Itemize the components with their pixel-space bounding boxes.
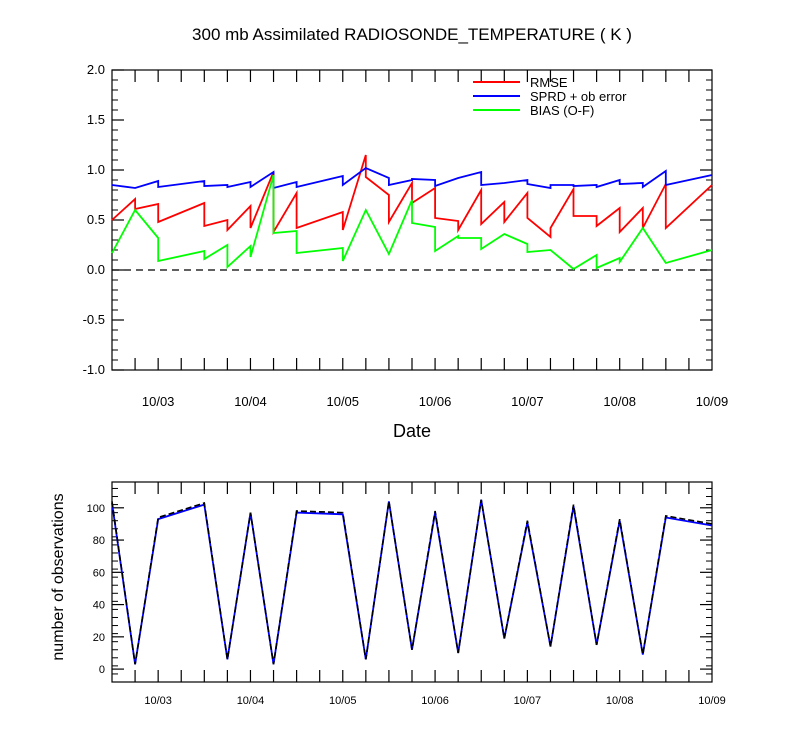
x-tick-label: 10/04 xyxy=(234,394,267,409)
y-tick-label: 1.5 xyxy=(87,112,105,127)
top-chart: 300 mb Assimilated RADIOSONDE_TEMPERATUR… xyxy=(83,25,729,441)
y-tick-label: 1.0 xyxy=(87,162,105,177)
y-tick-label: -1.0 xyxy=(83,362,105,377)
series-line xyxy=(111,174,713,271)
y-tick-label: 2.0 xyxy=(87,62,105,77)
top-plot-area: 10/03 10/04 10/05 10/06 10/07 10/08 10/09 -1.0 -… xyxy=(83,62,729,409)
plot-frame xyxy=(111,481,713,683)
series-line xyxy=(111,154,713,239)
y-tick-label: -0.5 xyxy=(83,312,105,327)
x-tick-label: 10/05 xyxy=(326,394,359,409)
y-tick-label: 0.0 xyxy=(87,262,105,277)
x-tick-label: 10/04 xyxy=(237,695,265,707)
legend-label: RMSE xyxy=(530,75,568,90)
x-tick-label: 10/05 xyxy=(329,695,357,707)
legend-label: SPRD + ob error xyxy=(530,89,627,104)
x-axis-label: Date xyxy=(393,421,431,441)
y-tick-label: 100 xyxy=(87,503,105,515)
legend-label: BIAS (O-F) xyxy=(530,103,594,118)
bottom-chart: number of observations 10/03 10/04 10/05 10… xyxy=(50,481,726,707)
x-tick-label: 10/08 xyxy=(606,695,634,707)
x-tick-label: 10/09 xyxy=(698,695,726,707)
bottom-plot-area: 10/03 10/04 10/05 10/06 10/07 10/08 10/09 0 20 40… xyxy=(87,481,726,707)
y-tick-label: 0 xyxy=(99,664,105,676)
y-tick-label: 40 xyxy=(93,600,105,612)
y-tick-label: 20 xyxy=(93,632,105,644)
x-tick-label: 10/06 xyxy=(421,695,449,707)
y-tick-label: 0.5 xyxy=(87,212,105,227)
chart-title: 300 mb Assimilated RADIOSONDE_TEMPERATUR… xyxy=(192,25,632,44)
x-tick-label: 10/07 xyxy=(514,695,542,707)
y-tick-label: 60 xyxy=(93,567,105,579)
series-line xyxy=(111,499,713,665)
x-tick-label: 10/06 xyxy=(419,394,452,409)
y-tick-label: 80 xyxy=(93,535,105,547)
series-line xyxy=(111,166,713,190)
y-axis-label: number of observations xyxy=(50,493,67,660)
x-tick-label: 10/03 xyxy=(144,695,172,707)
x-tick-label: 10/03 xyxy=(142,394,175,409)
x-tick-label: 10/08 xyxy=(603,394,636,409)
x-tick-label: 10/09 xyxy=(696,394,729,409)
x-tick-label: 10/07 xyxy=(511,394,544,409)
series-line xyxy=(111,499,713,665)
